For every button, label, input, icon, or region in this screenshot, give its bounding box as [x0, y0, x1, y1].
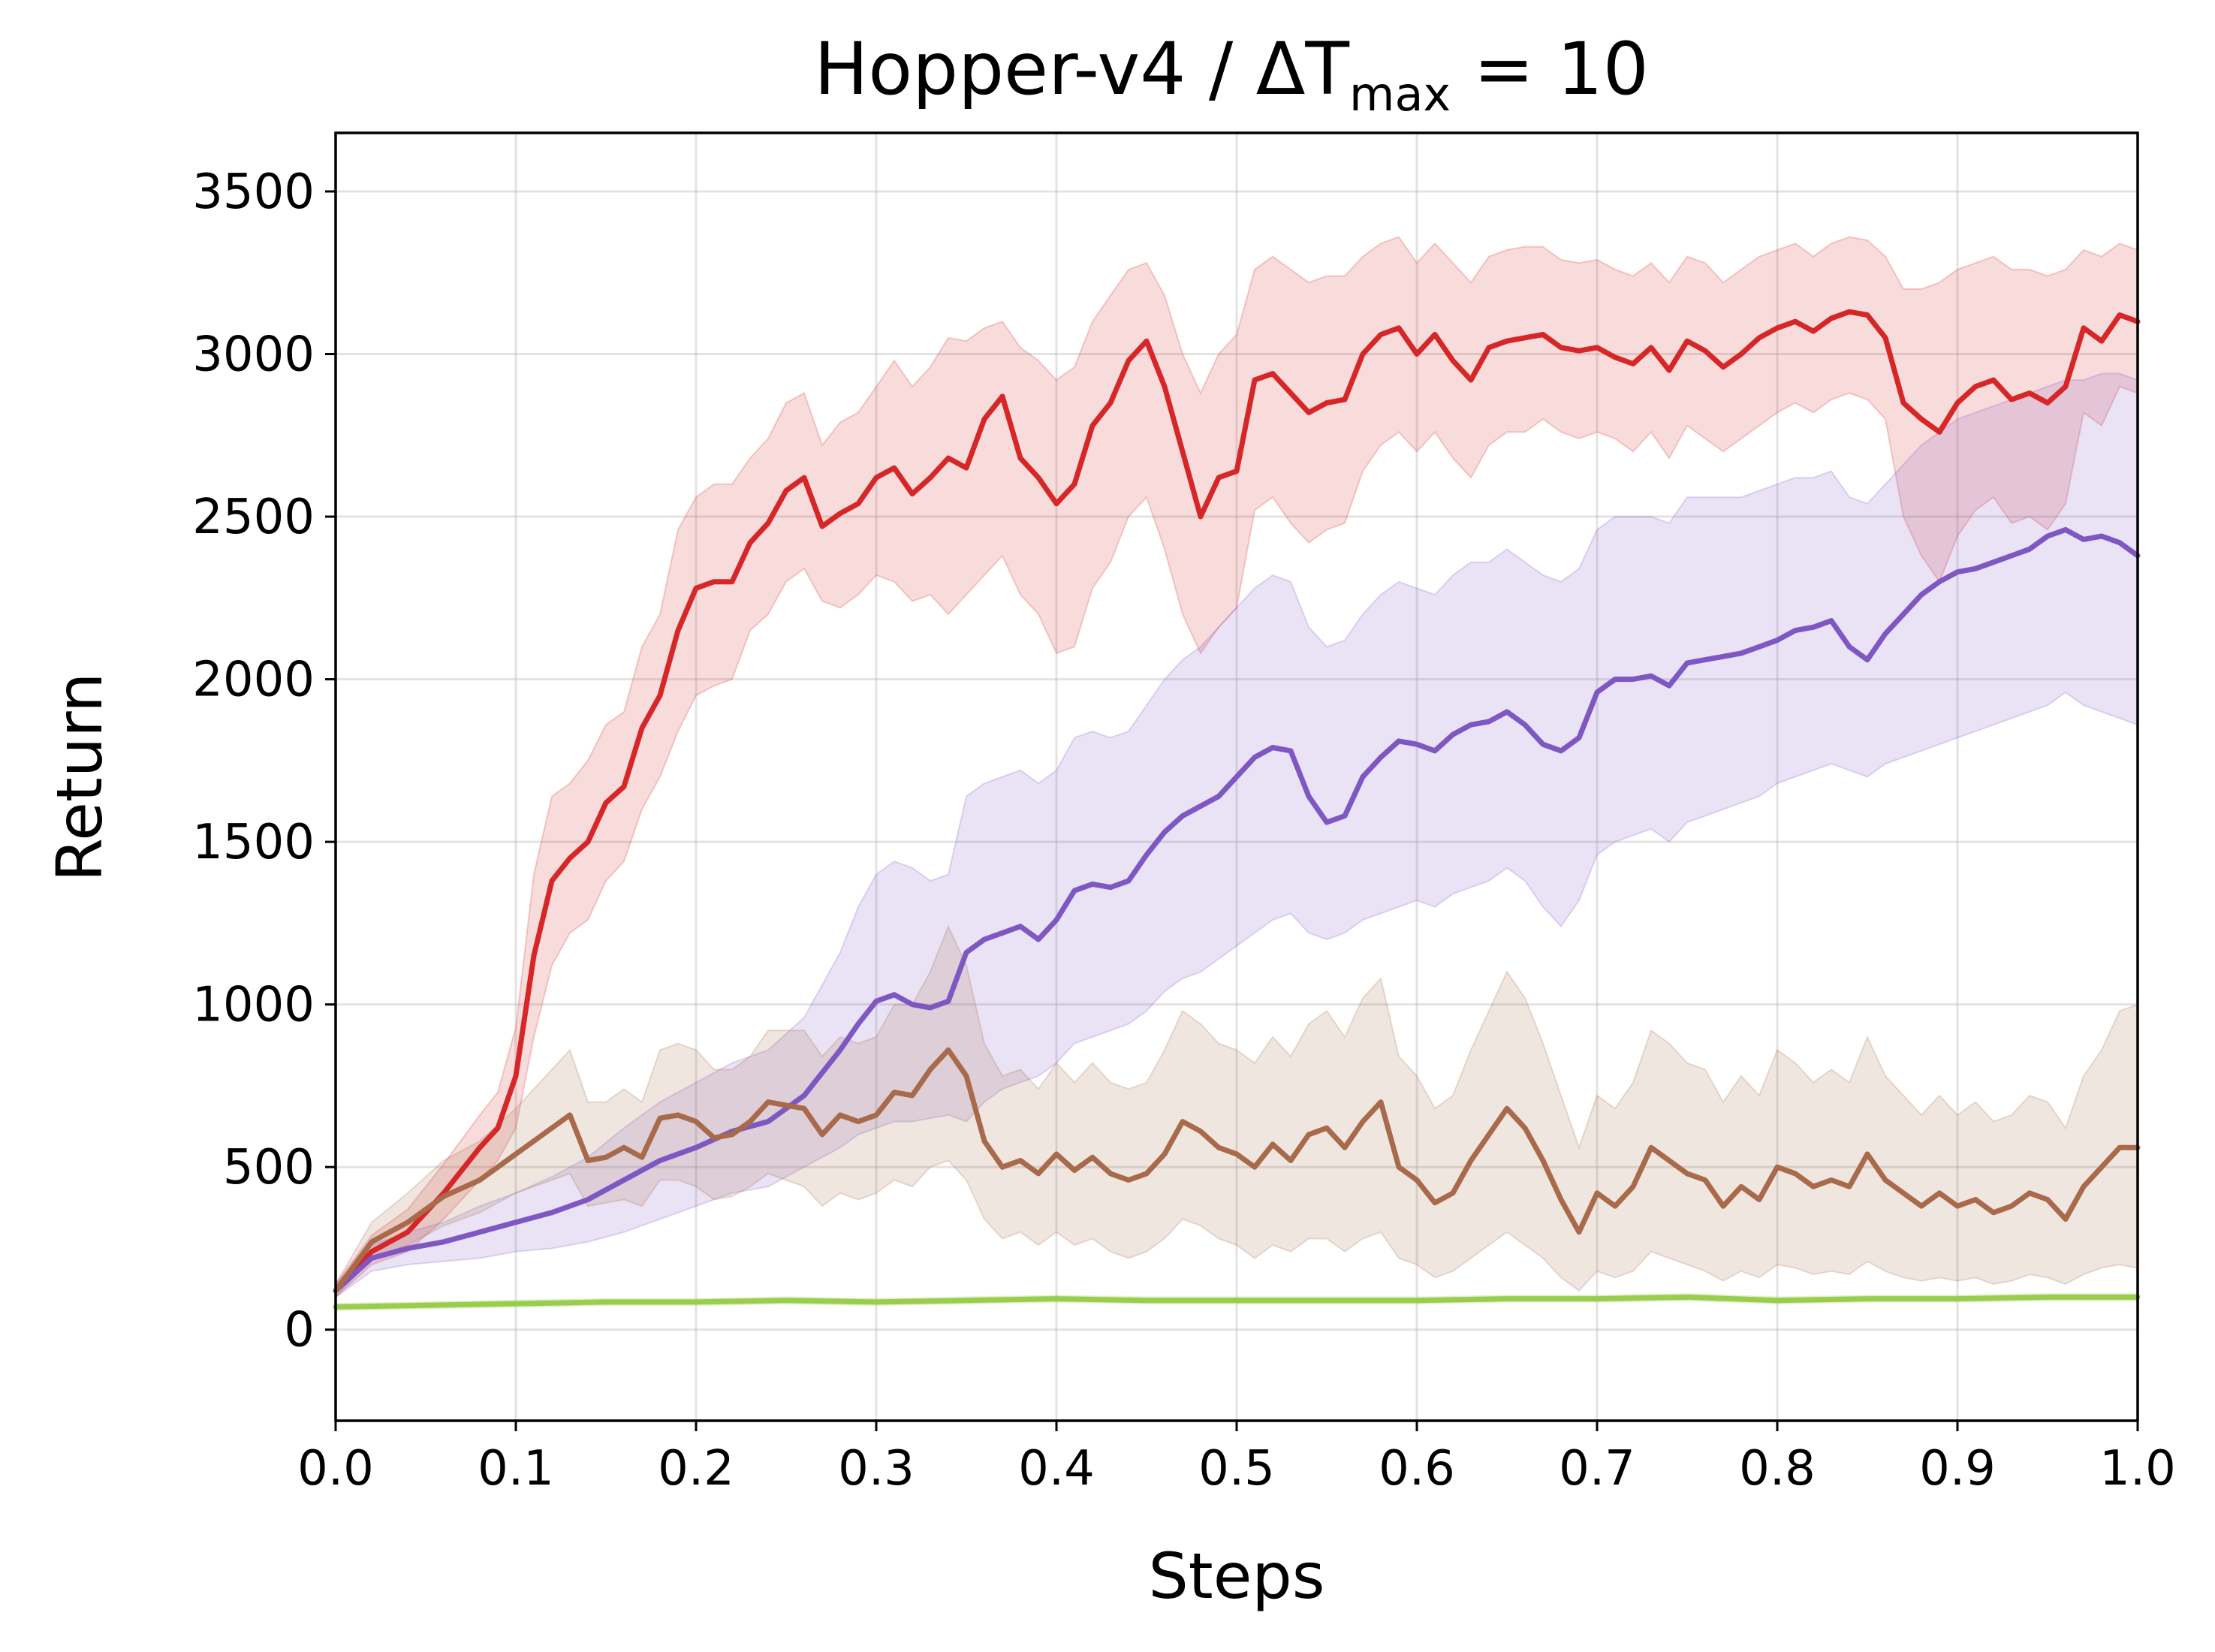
chart-title-main: Hopper-v4 / ΔT	[814, 27, 1349, 111]
x-tick-label: 0.1	[478, 1441, 554, 1497]
x-axis-label: Steps	[1148, 1539, 1324, 1613]
y-tick-label: 3000	[192, 327, 315, 382]
y-axis-label: Return	[43, 673, 116, 882]
series-3-line	[333, 1294, 2141, 1310]
series-1-line	[333, 526, 2141, 1294]
x-tick-label: 0.7	[1559, 1441, 1635, 1497]
y-tick-label: 500	[223, 1140, 315, 1195]
series-lines	[333, 309, 2141, 1310]
x-axis-ticks: 0.0 0.1 0.2 0.3 0.4 0.5 0.6 0.7 0.8 0.9 1.0	[297, 1421, 2176, 1497]
x-tick-label: 0.5	[1198, 1441, 1275, 1497]
series-0-line	[333, 309, 2141, 1294]
series-2-line	[333, 1047, 2141, 1294]
y-tick-label: 2000	[192, 653, 315, 708]
y-tick-label: 1500	[192, 815, 315, 870]
y-tick-label: 3500	[192, 164, 315, 220]
chart-title-suffix: = 10	[1451, 27, 1649, 111]
x-tick-label: 0.0	[297, 1441, 374, 1497]
x-tick-label: 0.9	[1919, 1441, 1996, 1497]
y-tick-label: 1000	[192, 978, 315, 1033]
chart-title-subscript: max	[1349, 67, 1451, 122]
chart-title: Hopper-v4 / ΔTmax = 10	[814, 27, 1649, 122]
x-tick-label: 0.6	[1379, 1441, 1455, 1497]
x-tick-label: 0.4	[1018, 1441, 1095, 1497]
x-tick-label: 1.0	[2099, 1441, 2176, 1497]
y-tick-label: 0	[284, 1303, 315, 1358]
x-tick-label: 0.8	[1739, 1441, 1816, 1497]
x-tick-label: 0.3	[838, 1441, 915, 1497]
y-axis-ticks: 0 500 1000 1500 2000 2500 3000 3500	[192, 164, 336, 1358]
x-tick-label: 0.2	[658, 1441, 734, 1497]
y-tick-label: 2500	[192, 490, 315, 545]
